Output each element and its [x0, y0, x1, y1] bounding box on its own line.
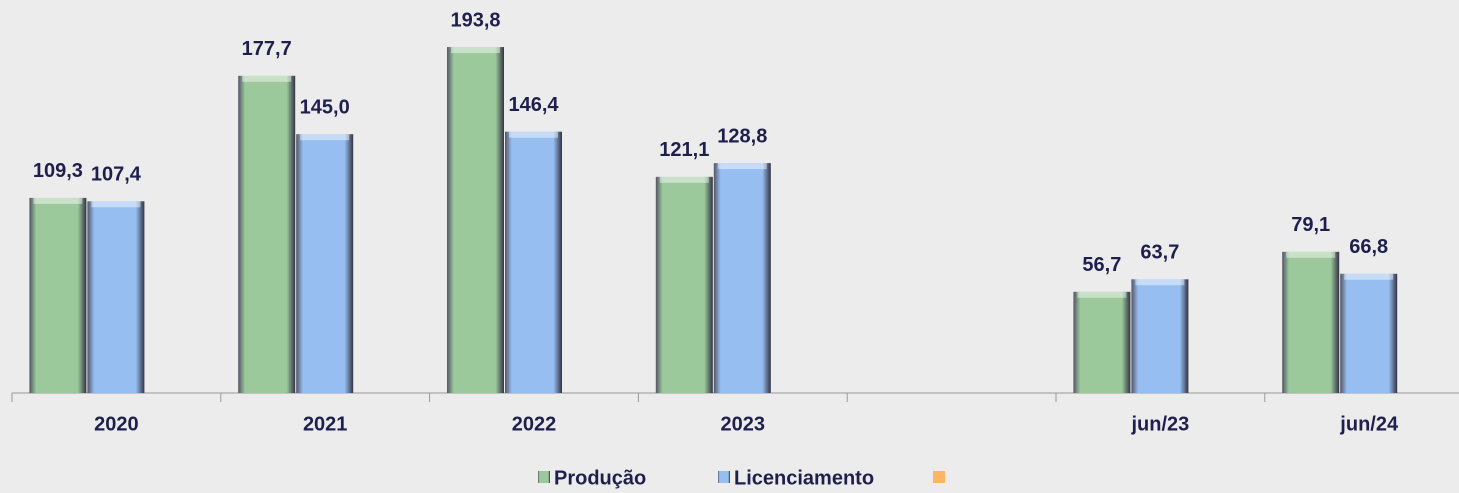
- legend-swatch: [718, 471, 730, 483]
- x-tick-label: jun/24: [1339, 413, 1399, 435]
- bar-bevel: [300, 134, 350, 141]
- x-tick-label: 2021: [303, 413, 348, 435]
- data-label: 63,7: [1140, 242, 1179, 264]
- data-label: 79,1: [1291, 214, 1330, 236]
- bar-bevel: [33, 197, 83, 204]
- bar: [713, 163, 771, 393]
- data-label: 145,0: [300, 96, 350, 118]
- data-label: 109,3: [33, 160, 83, 182]
- legend-label: Produção: [554, 467, 646, 489]
- bar: [29, 197, 87, 393]
- x-tick-label: 2023: [721, 413, 766, 435]
- bar-bevel: [242, 75, 292, 82]
- data-label: 146,4: [508, 94, 559, 116]
- bar: [505, 131, 562, 393]
- data-label: 177,7: [242, 38, 292, 60]
- data-label: 107,4: [91, 164, 142, 186]
- bar-bevel: [451, 47, 500, 54]
- bar-bevel: [659, 176, 709, 183]
- bar: [1282, 251, 1340, 393]
- bar-bevel: [509, 131, 558, 138]
- bar: [296, 134, 354, 394]
- data-label: 121,1: [659, 139, 709, 161]
- bar-bevel: [1077, 291, 1127, 298]
- legend-swatch: [538, 471, 550, 483]
- bar-bevel: [1286, 251, 1336, 258]
- x-tick-label: jun/23: [1131, 413, 1190, 435]
- data-label: 128,8: [717, 125, 767, 147]
- data-label: 56,7: [1082, 254, 1121, 276]
- bar: [238, 75, 296, 394]
- bar: [87, 201, 145, 393]
- bar: [447, 47, 504, 393]
- bar-bevel: [717, 163, 767, 170]
- x-tick-label: 2022: [512, 413, 557, 435]
- bar-bevel: [1344, 273, 1394, 280]
- bar: [1073, 291, 1131, 393]
- bar-bevel: [91, 201, 141, 208]
- bar: [655, 176, 713, 393]
- bar: [1131, 279, 1189, 393]
- data-label: 66,8: [1349, 236, 1388, 258]
- bar-bevel: [1135, 279, 1185, 286]
- data-label: 193,8: [450, 9, 500, 31]
- bar: [1340, 273, 1398, 393]
- legend-label: Licenciamento: [734, 467, 874, 489]
- x-tick-label: 2020: [94, 413, 139, 435]
- legend-swatch-empty: [933, 471, 945, 483]
